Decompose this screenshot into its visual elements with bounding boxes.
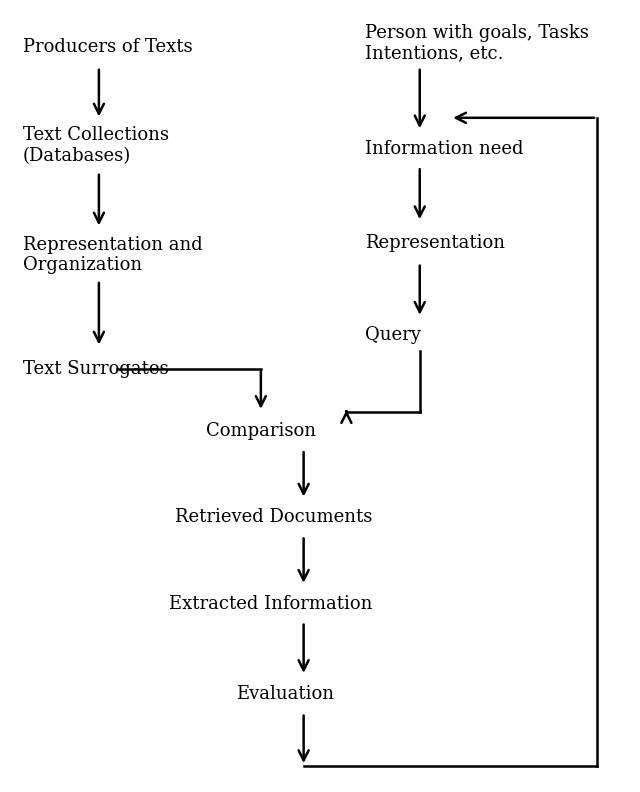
Text: Representation and
Organization: Representation and Organization (22, 235, 202, 274)
Text: Retrieved Documents: Retrieved Documents (175, 508, 372, 527)
Text: Person with goals, Tasks
Intentions, etc.: Person with goals, Tasks Intentions, etc… (365, 24, 589, 63)
Text: Query: Query (365, 326, 420, 344)
Text: Producers of Texts: Producers of Texts (22, 38, 192, 56)
Text: Evaluation: Evaluation (236, 685, 335, 703)
Text: Information need: Information need (365, 140, 524, 158)
Text: Comparison: Comparison (206, 422, 316, 440)
Text: Text Surrogates: Text Surrogates (22, 360, 168, 378)
Text: Text Collections
(Databases): Text Collections (Databases) (22, 126, 168, 165)
Text: Representation: Representation (365, 234, 505, 252)
Text: Extracted Information: Extracted Information (169, 595, 372, 613)
